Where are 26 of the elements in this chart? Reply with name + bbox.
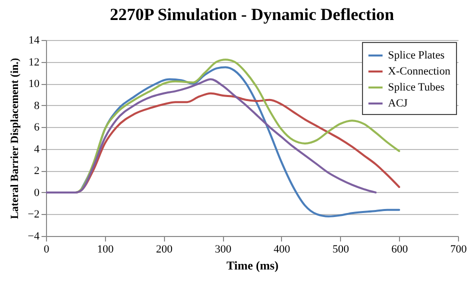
x-axis-title: Time (ms)	[226, 258, 279, 272]
y-tick-label: 4	[34, 143, 40, 156]
y-tick-label: 10	[28, 78, 40, 90]
x-tick-label: 500	[332, 244, 350, 256]
chart-title: 2270P Simulation - Dynamic Deflection	[110, 5, 395, 24]
x-tick-label: 300	[214, 244, 232, 256]
legend-label: X-Connection	[388, 66, 451, 78]
y-axis-title: Lateral Barrier Displacement (in.)	[8, 58, 21, 220]
legend-label: Splice Plates	[388, 50, 445, 62]
line-series	[46, 78, 377, 194]
y-tick-label: 0	[34, 186, 40, 199]
y-tick-label: −4	[28, 230, 40, 242]
legend-label: Splice Tubes	[388, 82, 445, 94]
x-tick-label: 600	[391, 244, 408, 256]
y-tick-label: −2	[28, 208, 40, 221]
y-tick-label: 2	[34, 165, 40, 178]
y-tick-label: 8	[34, 100, 40, 112]
x-tick-label: 400	[274, 244, 291, 256]
x-tick-label: 100	[97, 244, 114, 256]
y-tick-label: 6	[34, 122, 40, 134]
x-tick-label: 200	[156, 244, 173, 256]
x-tick-label: 0	[44, 244, 50, 256]
legend-label: ACJ	[388, 98, 408, 110]
y-tick-label: 14	[28, 34, 40, 46]
y-tick-label: 12	[28, 56, 40, 68]
x-tick-label: 700	[450, 244, 468, 256]
